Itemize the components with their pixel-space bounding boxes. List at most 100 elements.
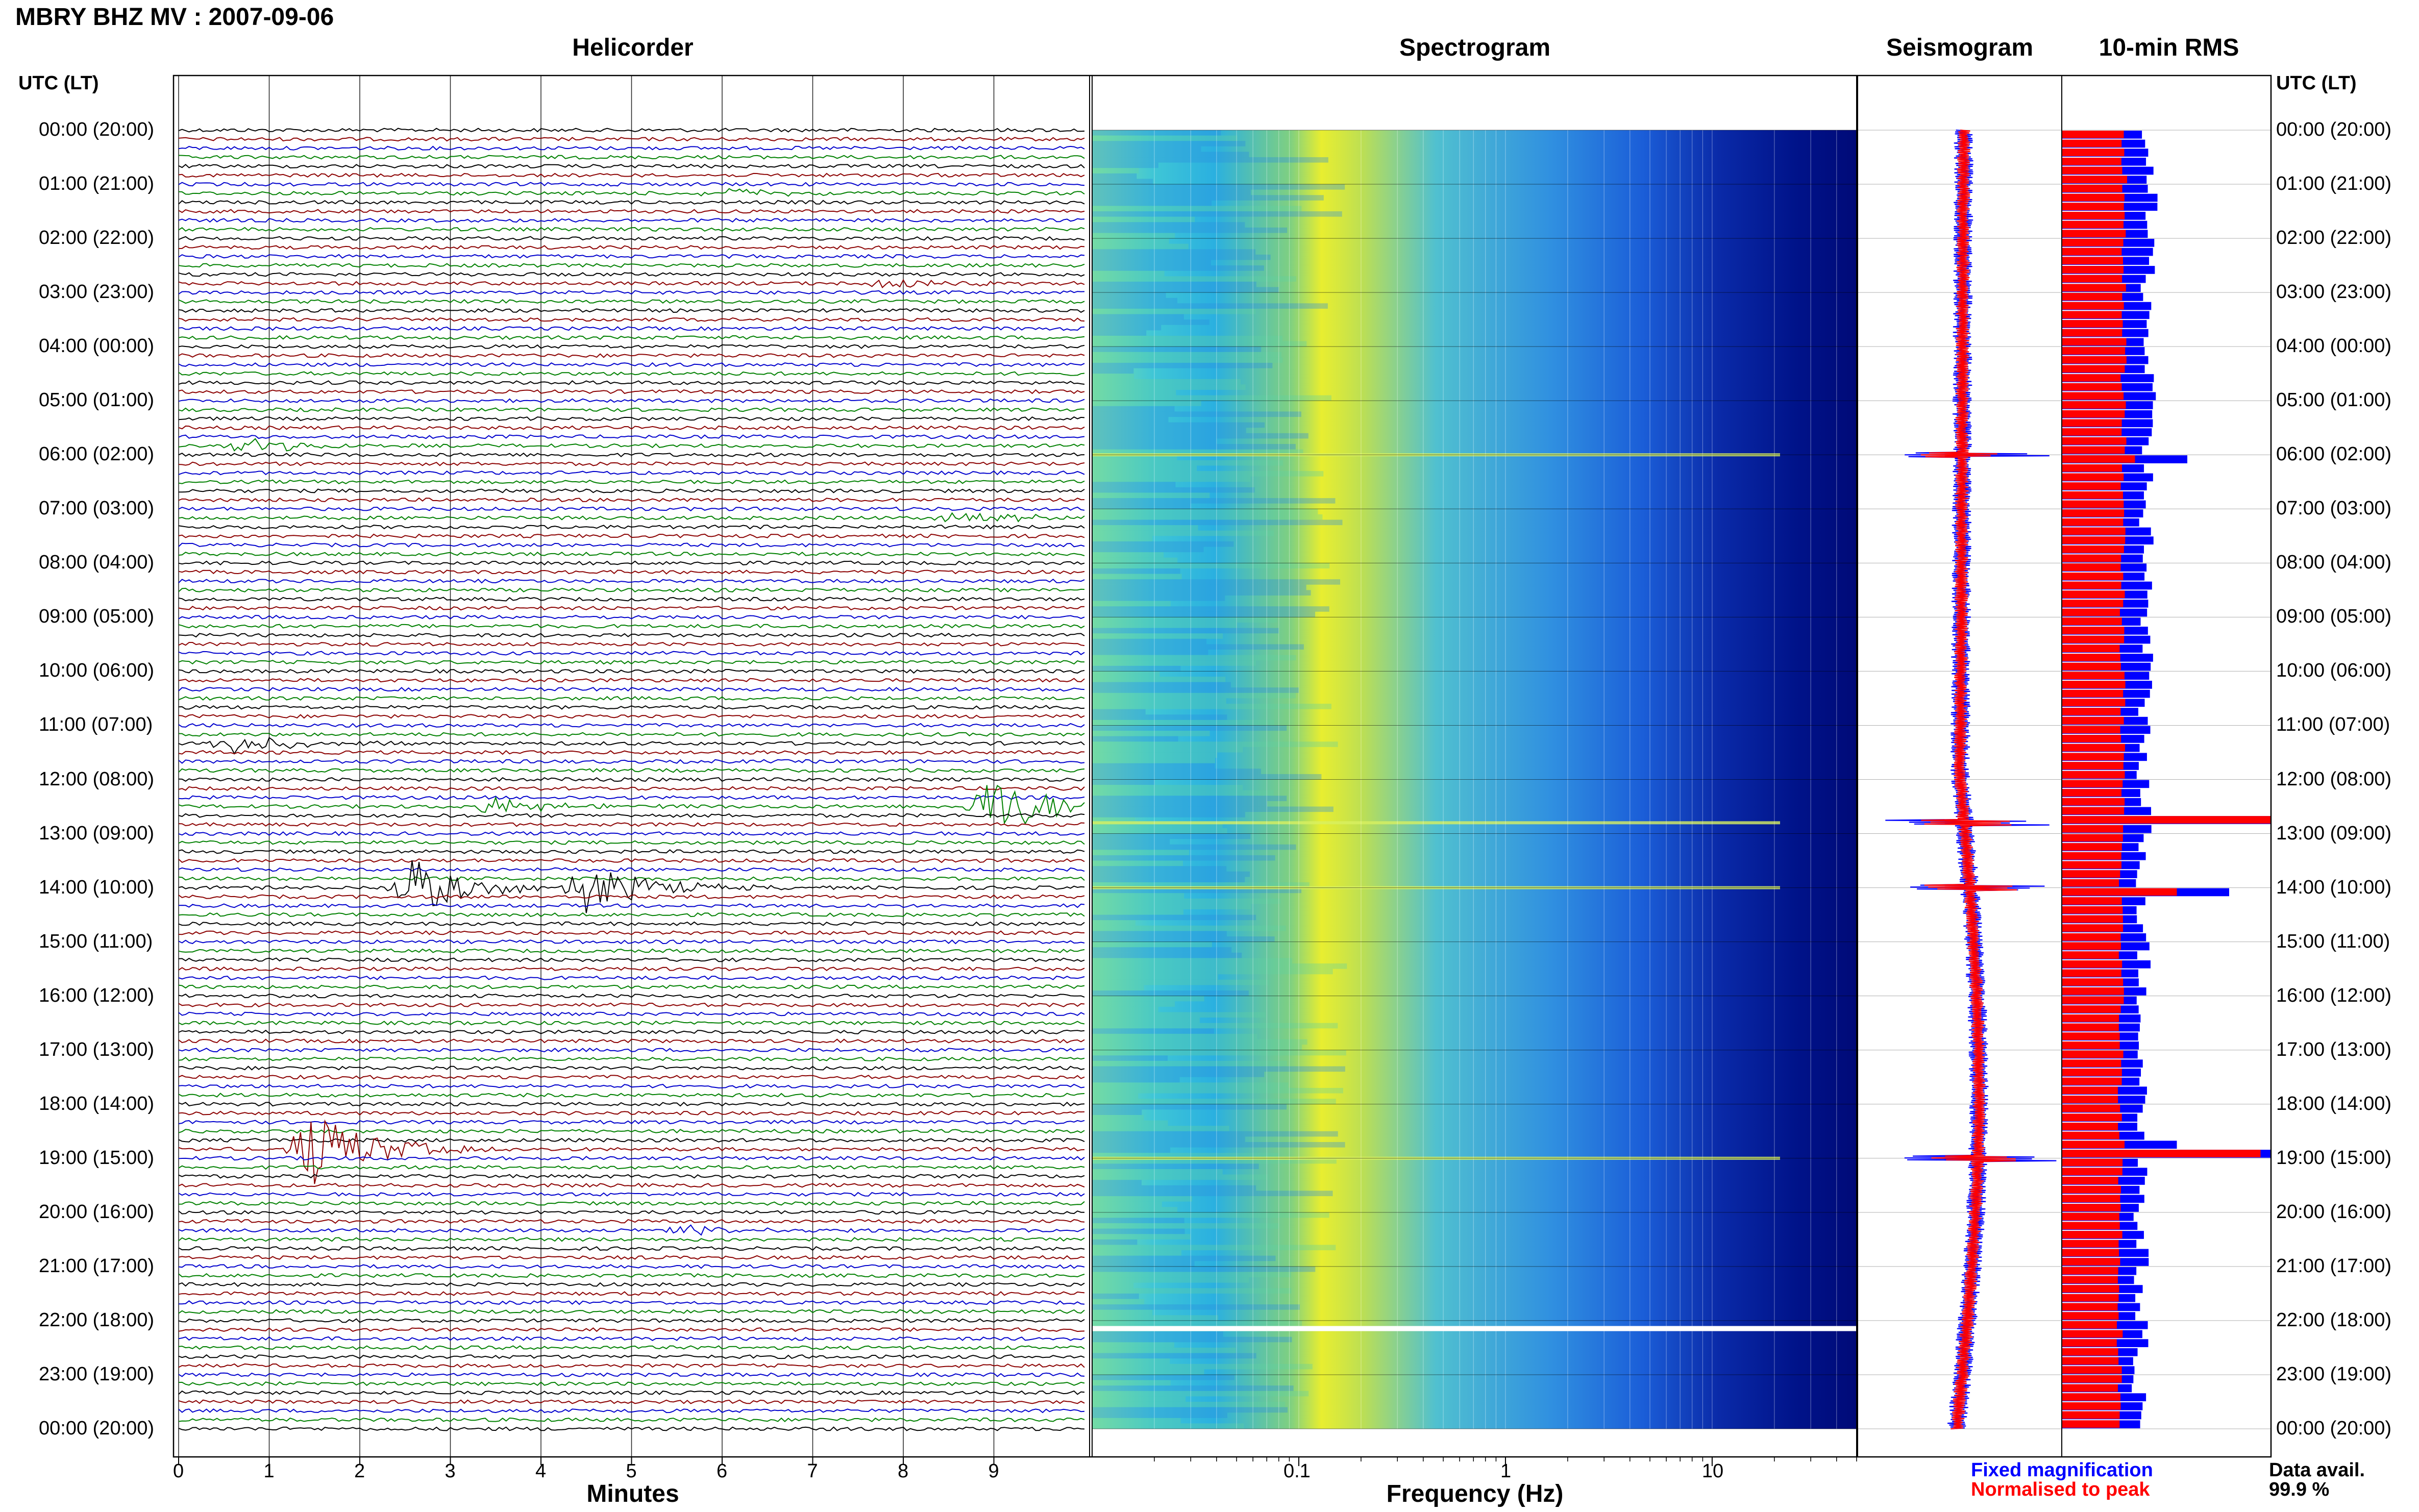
- spectrogram-stripe: [1092, 644, 1304, 650]
- helicorder-trace: [178, 461, 1085, 466]
- helicorder-trace: [178, 1390, 1085, 1395]
- spectrogram-stripe: [1092, 1077, 1180, 1083]
- rms-bar-normalised: [2062, 852, 2121, 860]
- spectrogram-stripe: [1092, 1315, 1219, 1321]
- rms-bar-normalised: [2062, 148, 2125, 157]
- spectrogram-stripe: [1092, 650, 1208, 655]
- data-availability-value: 99.9 %: [2269, 1479, 2330, 1500]
- rms-bar-normalised: [2062, 1348, 2118, 1356]
- spectrogram-stripe: [1092, 1191, 1333, 1197]
- rms-bar-normalised: [2062, 915, 2123, 923]
- hour-label-right: 13:00 (09:00): [2276, 822, 2392, 844]
- helicorder-trace: [178, 145, 1085, 151]
- hour-label-left: 00:00 (20:00): [39, 1418, 155, 1439]
- seismogram-panel: [1858, 129, 2062, 1430]
- spectrogram-stripe: [1092, 979, 1269, 985]
- spectrogram-stripe: [1092, 779, 1155, 785]
- spectrogram-stripe: [1092, 1196, 1193, 1202]
- helicorder-trace: [178, 1192, 1085, 1197]
- spectrogram-stripe: [1092, 319, 1210, 325]
- helicorder-tick-label: 2: [354, 1460, 365, 1482]
- spectrogram-stripe: [1092, 281, 1256, 287]
- hour-label-left: 18:00 (14:00): [39, 1093, 155, 1114]
- helicorder-trace: [178, 1327, 1085, 1332]
- helicorder-trace: [178, 512, 1085, 523]
- helicorder-tick-label: 5: [626, 1460, 637, 1482]
- rms-bar-normalised: [2062, 627, 2125, 634]
- hour-label-right: 14:00 (10:00): [2276, 876, 2392, 898]
- spectrogram-stripe: [1092, 1072, 1265, 1077]
- spectrogram-stripe: [1092, 1369, 1204, 1375]
- spectrogram-stripe: [1092, 1364, 1313, 1370]
- hour-label-left: 08:00 (04:00): [39, 552, 155, 574]
- rms-bar-normalised: [2062, 1141, 2125, 1149]
- rms-bar-normalised: [2062, 527, 2126, 535]
- spectrogram-stripe: [1092, 974, 1218, 980]
- rms-bar-normalised: [2062, 672, 2125, 680]
- spectrogram-stripe: [1092, 233, 1175, 239]
- helicorder-trace: [178, 1336, 1085, 1341]
- spectrogram-stripe: [1092, 1158, 1337, 1164]
- rms-bar-normalised: [2062, 329, 2122, 337]
- spectrogram-stripe: [1092, 368, 1134, 374]
- rms-bar-normalised: [2062, 437, 2127, 445]
- rms-bar-normalised: [2062, 401, 2126, 409]
- rms-bar-normalised: [2062, 1077, 2122, 1085]
- helicorder-trace: [178, 542, 1085, 548]
- spectrogram-stripe: [1092, 1142, 1345, 1148]
- helicorder-trace: [178, 407, 1085, 412]
- helicorder-trace: [178, 227, 1085, 232]
- rms-bar-normalised: [2062, 789, 2122, 797]
- rms-bar-normalised: [2062, 545, 2124, 553]
- spectrogram-stripe: [1092, 1320, 1302, 1326]
- rms-bar-normalised: [2062, 798, 2125, 806]
- helicorder-trace: [178, 1174, 1085, 1179]
- spectrogram-stripe: [1092, 541, 1234, 547]
- spectrogram-stripe: [1092, 682, 1231, 688]
- helicorder-trace: [178, 326, 1085, 331]
- helicorder-trace: [178, 1381, 1085, 1386]
- spectrogram-stripe: [1092, 206, 1302, 212]
- spectrogram-stripe: [1092, 211, 1342, 217]
- spectrogram-stripe: [1092, 379, 1241, 385]
- spectrogram-stripe: [1092, 963, 1347, 969]
- rms-bar-normalised: [2062, 1249, 2119, 1257]
- hour-label-left: 20:00 (16:00): [39, 1201, 155, 1223]
- rms-bar-normalised: [2062, 419, 2122, 427]
- spectrogram-stripe: [1092, 433, 1309, 439]
- spectrogram-stripe: [1092, 990, 1249, 996]
- spectrogram-stripe: [1092, 1055, 1168, 1061]
- helicorder-trace: [178, 1029, 1085, 1034]
- spectrogram-stripe: [1092, 168, 1139, 173]
- rms-bar-normalised: [2062, 410, 2125, 418]
- rms-bar-normalised: [2062, 284, 2126, 292]
- helicorder-trace: [178, 371, 1085, 376]
- helicorder-trace: [178, 272, 1085, 277]
- spectrogram-stripe: [1092, 417, 1169, 423]
- rms-bar-normalised: [2062, 987, 2124, 995]
- spectrogram-stripe: [1092, 1099, 1336, 1104]
- hour-label-left: 06:00 (02:00): [39, 443, 155, 465]
- spectrogram-stripe: [1092, 1018, 1200, 1023]
- helicorder-trace: [178, 822, 1085, 827]
- spectrogram-stripe: [1092, 747, 1243, 753]
- helicorder-trace: [178, 975, 1085, 980]
- spectrogram-stripe: [1092, 595, 1225, 601]
- rms-bar-normalised: [2062, 1330, 2123, 1338]
- spectrogram-tick-label: 1: [1500, 1460, 1512, 1482]
- spectrogram-stripe: [1092, 828, 1227, 834]
- spectrogram-stripe: [1092, 341, 1307, 347]
- rms-bar-normalised: [2062, 536, 2126, 544]
- helicorder-trace: [178, 1210, 1084, 1215]
- spectrogram-stripe: [1092, 725, 1287, 731]
- rms-bar-normalised: [2062, 716, 2124, 725]
- helicorder-trace: [178, 1102, 1085, 1107]
- spectrogram-stripe: [1092, 925, 1286, 931]
- rms-bar-normalised: [2062, 978, 2124, 986]
- hour-label-right: 05:00 (01:00): [2276, 389, 2392, 411]
- rms-bar-normalised: [2062, 942, 2121, 950]
- spectrogram-stripe: [1092, 1114, 1144, 1121]
- hour-label-left: 11:00 (07:00): [39, 714, 153, 736]
- rms-bar-normalised: [2062, 924, 2124, 932]
- spectrogram-stripe: [1092, 157, 1328, 163]
